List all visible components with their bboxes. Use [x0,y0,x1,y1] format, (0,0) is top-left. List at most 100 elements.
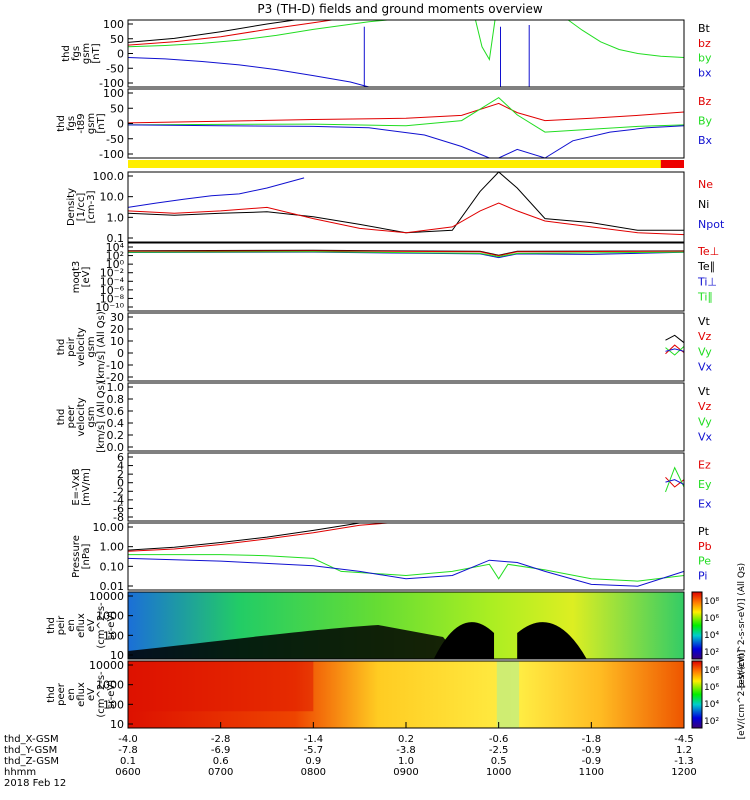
y-axis-label-line: velocity [76,397,87,436]
x-axis-value: -4.5 [674,734,694,745]
y-axis-label: thd peir en eflux eV (cm^2-s-sr-eV) [46,602,117,649]
y-axis-label-line: gsm [86,113,97,134]
series-Pi-line [127,557,685,587]
x-axis-value: -1.3 [674,756,694,767]
colorbar-tick-label: 10⁶ [704,683,719,693]
colorbar-tick-label: 10² [704,717,719,727]
y-tick-label: 10⁻⁴ [100,275,125,288]
y-axis-label-line: fgs [66,116,77,131]
hot-region [128,661,314,712]
legend-bx: bx [698,67,712,80]
panel-frame [127,591,685,660]
panel-pressure: 10.00 1.00 0.10 0.01 Pressure [nPa] Pt Pb Pe Pi [71,521,712,593]
y-tick-label: 50 [110,102,124,115]
low-count-region [128,625,462,659]
legend-Ne: Ne [698,178,713,191]
y-tick-label: 20 [110,323,124,336]
y-axis-label-line: en [66,688,77,701]
legend-Te⊥: Te⊥ [697,245,719,258]
y-axis-label-line: en [66,619,77,632]
series-by-line [475,19,496,61]
y-tick-label: 4 [117,460,124,473]
x-axis-value: -0.9 [582,745,602,756]
panel-frame [127,171,685,243]
panel-frame [127,452,685,522]
y-axis-label-line: [nPa] [81,543,92,569]
y-tick-label: -2 [113,485,124,498]
x-axis-value: -1.8 [582,734,602,745]
y-tick-label: 1.0 [107,211,125,224]
legend-Vz: Vz [698,400,712,413]
panel-background [128,523,684,590]
y-tick-label: 10² [106,250,124,263]
x-axis-value: 1100 [579,767,604,778]
x-axis-row-label: thd_X-GSM [4,734,59,745]
y-tick-label: 1000 [96,679,124,692]
x-axis-value: -2.5 [489,745,509,756]
y-tick-label: 2 [117,468,124,481]
x-axis-value: -1.4 [304,734,324,745]
x-axis-value: -0.9 [582,756,602,767]
x-axis-value: 1.0 [398,756,414,767]
y-tick-label: 100 [103,18,124,31]
y-tick-label: -100 [99,77,124,90]
x-axis-value: -5.7 [304,745,324,756]
y-axis-label-line: eflux [76,613,87,638]
series-Vt-line [665,334,685,344]
y-tick-label: 0.4 [107,417,125,430]
low-count-region [433,622,495,659]
y-tick-label: 1000 [96,610,124,623]
colorbar-tick-label: 10⁶ [704,614,719,624]
legend-Vt: Vt [698,315,711,328]
x-axis-value: 0900 [393,767,418,778]
y-tick-label: -100 [99,148,124,161]
y-axis-label-line: peer [56,682,67,706]
x-axis-value: -2.8 [211,734,231,745]
series-bz-line [127,19,332,46]
y-axis-label-line: eV [86,688,97,701]
panel-frame [127,382,685,452]
legend-Vy: Vy [698,345,712,358]
y-tick-label: 10⁴ [106,241,125,254]
y-tick-label: 10⁻⁶ [100,284,125,297]
y-tick-label: 0.10 [100,560,125,573]
y-tick-label: 0.01 [100,580,125,593]
series-by-line [127,19,388,48]
legend-Bt: Bt [698,22,711,35]
y-axis-label-line: eflux [76,682,87,707]
y-axis-label: moqt3 [eV] [71,261,92,294]
y-tick-label: 0.2 [107,429,125,442]
legend-Vx: Vx [698,360,713,373]
y-axis-label-line: velocity [76,327,87,366]
y-tick-label: -6 [113,502,124,515]
colorbar-tick-label: 10⁴ [704,700,719,710]
panel-frame [127,522,685,591]
y-axis-label: thd fgs -t89 gsm [nT] [56,113,107,134]
y-axis-label: thd peer en eflux eV (cm^2-s-sr-eV) [46,671,117,718]
legend-By: By [698,114,713,127]
y-axis-label: thd fgs gsm [nT] [61,43,102,64]
x-axis-value: 1200 [671,767,696,778]
series-Ez-line [665,476,685,488]
y-tick-label: -4 [113,494,124,507]
y-tick-label: 100.0 [93,170,125,183]
x-axis-value: 0.5 [491,756,507,767]
y-tick-label: 0 [117,48,124,61]
plot-title: P3 (TH-D) fields and ground moments over… [257,2,542,16]
y-axis-label-line: Density [66,188,77,226]
y-axis-label-line: gsm [86,406,97,427]
y-axis-label: Pressure [nPa] [71,535,92,578]
legend-Vx: Vx [698,430,713,443]
legend-Ti⊥: Ti⊥ [697,275,717,288]
colorbar [691,660,703,729]
panel-background [128,313,684,381]
legend-Vz: Vz [698,330,712,343]
legend-Ni: Ni [698,198,709,211]
y-tick-label: 10000 [89,659,124,672]
panel-fgs_gsm_tsy: 100 50 0 -50 -100 thd fgs -t89 gsm [nT] Bz By Bx [56,87,713,161]
y-tick-label: 10 [110,718,124,731]
y-tick-label: 1.00 [100,541,125,554]
series-Bt-line [127,19,295,43]
